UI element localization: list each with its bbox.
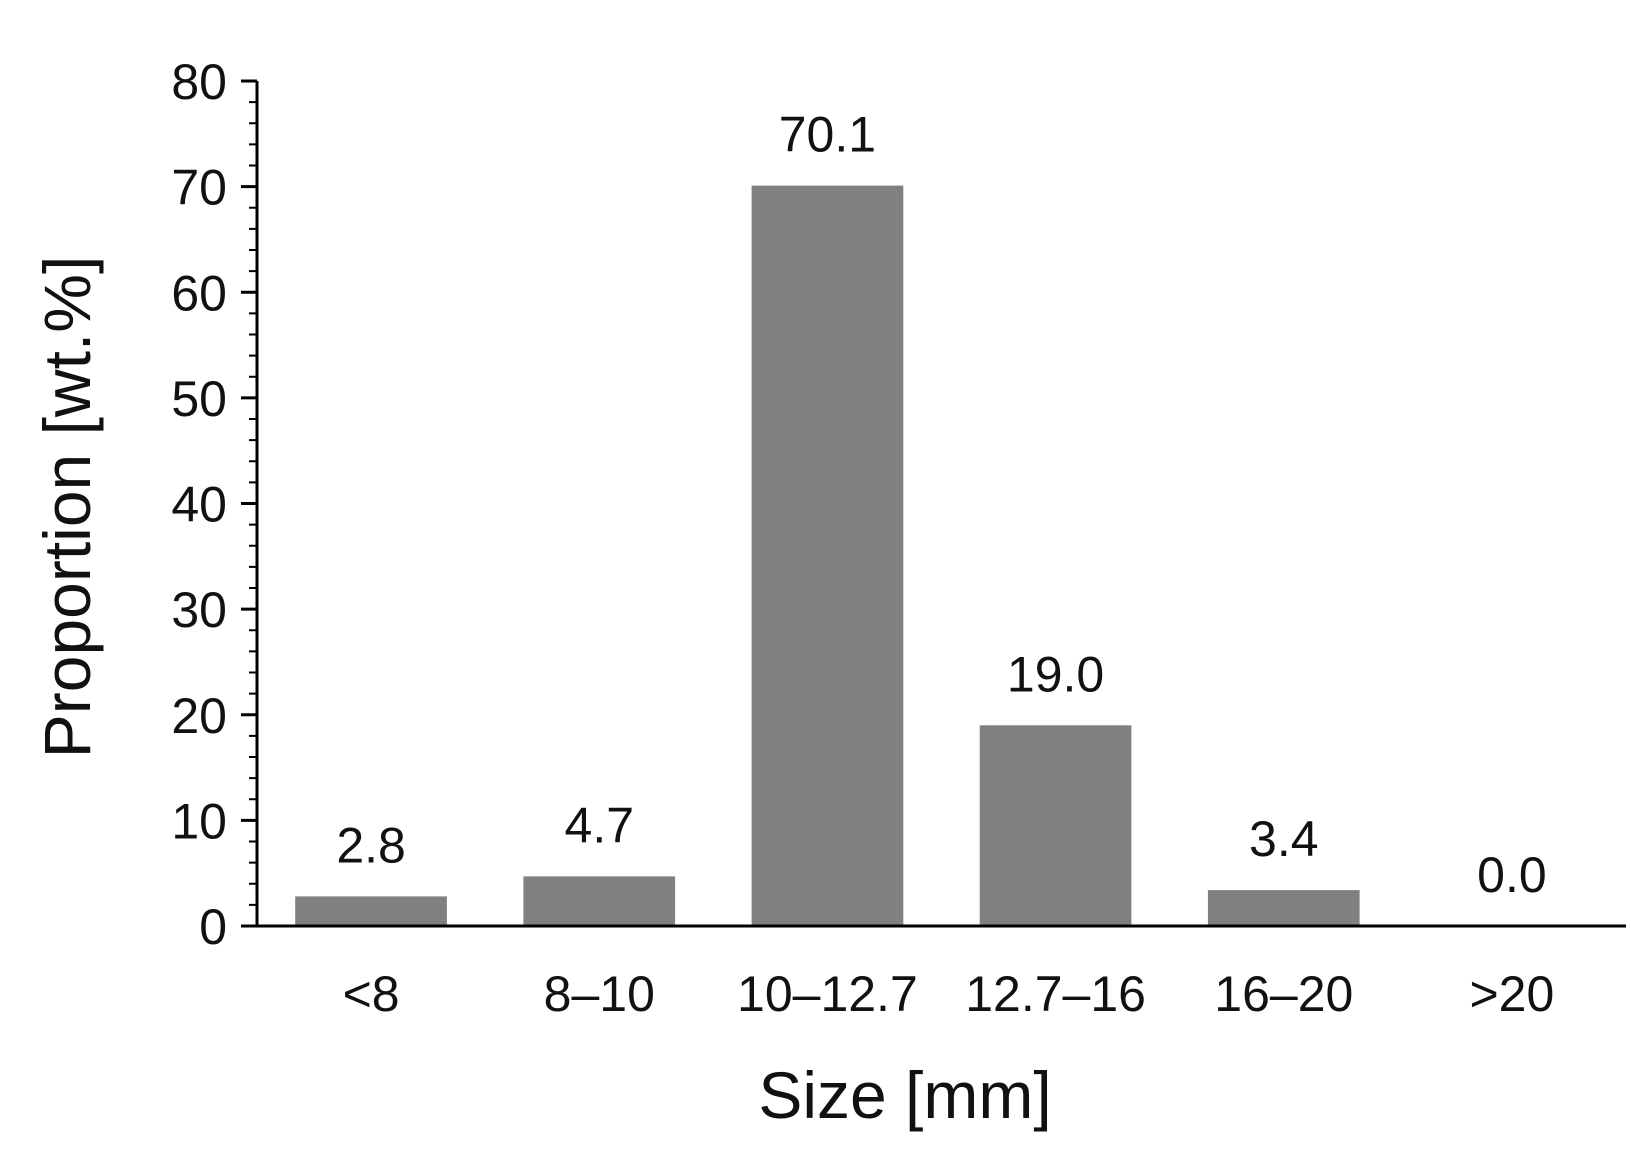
y-tick-label: 50	[171, 371, 227, 427]
bar-4	[1207, 890, 1360, 926]
y-tick-label: 60	[171, 265, 227, 321]
category-label-1: 8–10	[544, 966, 655, 1022]
y-tick-label: 10	[171, 793, 227, 849]
bar-1	[523, 876, 676, 926]
category-label-2: 10–12.7	[737, 966, 918, 1022]
y-tick-label: 30	[171, 582, 227, 638]
axes-layer	[241, 79, 1626, 928]
bar-2	[751, 185, 904, 927]
bar-0	[295, 896, 447, 926]
bar-3	[979, 725, 1132, 926]
data-label-4: 3.4	[1249, 811, 1319, 867]
y-tick-label: 20	[171, 688, 227, 744]
data-label-5: 0.0	[1477, 847, 1547, 903]
x-axis-title: Size [mm]	[758, 1058, 1051, 1132]
data-label-3: 19.0	[1007, 646, 1104, 702]
category-label-4: 16–20	[1214, 966, 1353, 1022]
y-tick-label: 40	[171, 477, 227, 533]
data-label-1: 4.7	[565, 797, 635, 853]
category-label-3: 12.7–16	[965, 966, 1146, 1022]
y-tick-label: 0	[199, 899, 227, 955]
category-label-0: <8	[343, 966, 400, 1022]
y-axis-title: Proportion [wt.%]	[30, 256, 104, 759]
data-label-2: 70.1	[779, 107, 876, 163]
data-label-0: 2.8	[336, 817, 406, 873]
labels-layer: 2.8 <8 4.7 8–10 70.1 10–12.7 19.0 12.7–16 3.4 16–…	[171, 54, 1554, 1022]
bars-layer	[295, 185, 1360, 927]
category-label-5: >20	[1469, 966, 1554, 1022]
y-tick-label: 70	[171, 160, 227, 216]
y-tick-label: 80	[171, 54, 227, 110]
